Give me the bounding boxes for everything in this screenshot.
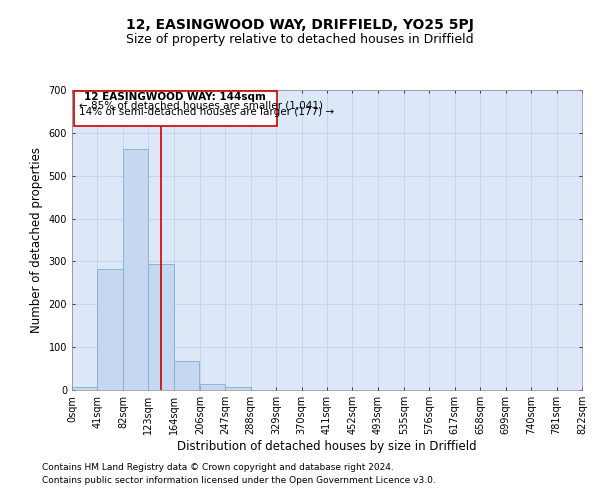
Text: 14% of semi-detached houses are larger (177) →: 14% of semi-detached houses are larger (… <box>79 107 334 117</box>
X-axis label: Distribution of detached houses by size in Driffield: Distribution of detached houses by size … <box>177 440 477 453</box>
Bar <box>225 386 251 390</box>
FancyBboxPatch shape <box>74 91 277 126</box>
Bar <box>200 384 225 390</box>
Bar <box>174 361 199 390</box>
Text: Contains public sector information licensed under the Open Government Licence v3: Contains public sector information licen… <box>42 476 436 485</box>
Bar <box>148 264 174 390</box>
Y-axis label: Number of detached properties: Number of detached properties <box>30 147 43 333</box>
Bar <box>97 268 123 390</box>
Text: Size of property relative to detached houses in Driffield: Size of property relative to detached ho… <box>126 32 474 46</box>
Text: ← 85% of detached houses are smaller (1,041): ← 85% of detached houses are smaller (1,… <box>79 100 323 110</box>
Text: 12 EASINGWOOD WAY: 144sqm: 12 EASINGWOOD WAY: 144sqm <box>85 92 266 102</box>
Text: 12, EASINGWOOD WAY, DRIFFIELD, YO25 5PJ: 12, EASINGWOOD WAY, DRIFFIELD, YO25 5PJ <box>126 18 474 32</box>
Text: Contains HM Land Registry data © Crown copyright and database right 2024.: Contains HM Land Registry data © Crown c… <box>42 464 394 472</box>
Bar <box>72 386 97 390</box>
Bar <box>123 149 148 390</box>
